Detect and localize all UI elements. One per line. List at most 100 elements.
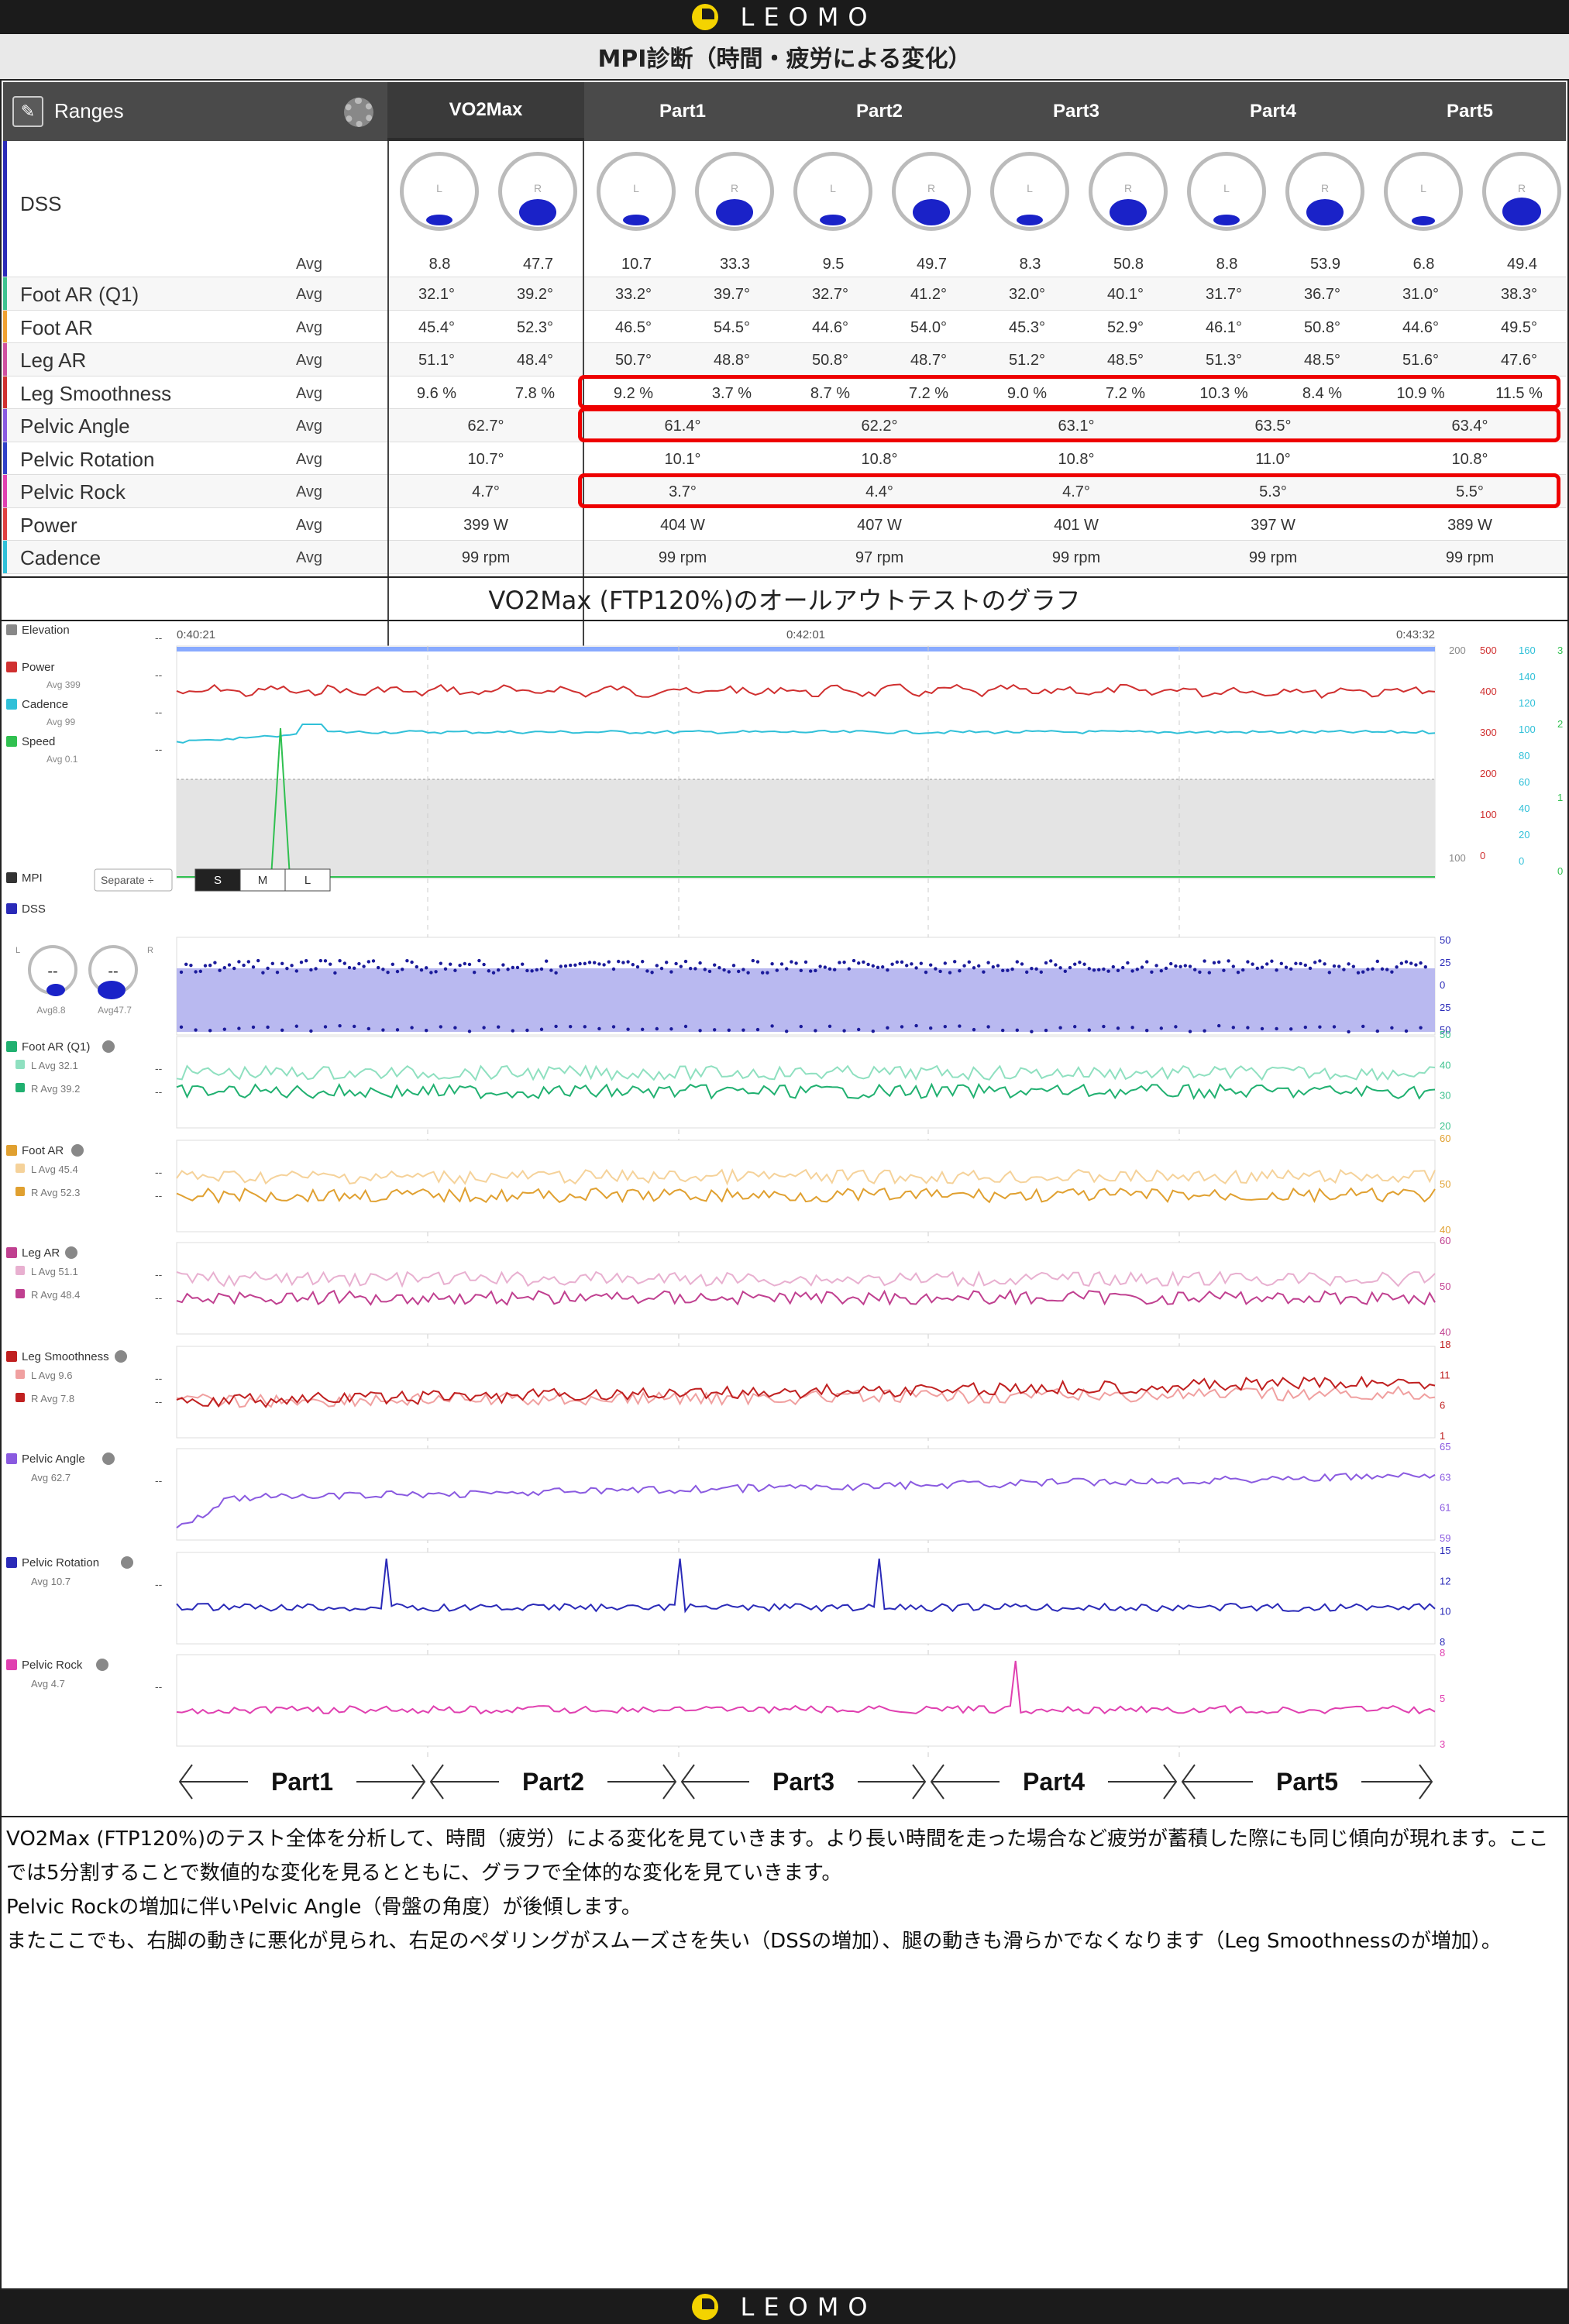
dss-point <box>405 959 409 963</box>
gear-icon[interactable] <box>344 98 373 127</box>
dss-point <box>1289 967 1293 971</box>
series-dash: -- <box>155 1268 163 1281</box>
dss-point <box>1419 1026 1423 1030</box>
dss-point <box>958 969 962 973</box>
dss-point <box>746 971 750 975</box>
dss-point <box>573 963 577 967</box>
column-header-part3[interactable]: Part3 <box>1052 101 1100 122</box>
dss-point <box>395 969 400 974</box>
cell-value: 45.3° <box>1009 318 1045 336</box>
column-header-part1[interactable]: Part1 <box>659 101 707 122</box>
dss-point <box>962 964 966 968</box>
cell-value: 397 W <box>1251 516 1295 534</box>
dss-point <box>1174 1025 1178 1029</box>
cell-value: 63.1° <box>1058 418 1095 435</box>
cell-value: 5.5° <box>1456 483 1484 500</box>
dss-point <box>587 961 592 964</box>
dss-band <box>177 968 1435 1032</box>
cell-value: 41.2° <box>910 286 947 303</box>
cell-value: 51.1° <box>418 352 455 369</box>
dss-point <box>1154 964 1158 968</box>
series-avg-label: R Avg 39.2 <box>31 1083 80 1095</box>
page-title: MPI診断（時間・疲労による変化） <box>0 34 1569 81</box>
dial-side-label: R <box>1517 182 1526 194</box>
dss-point <box>900 960 904 964</box>
dss-point <box>818 964 822 968</box>
legend-checkbox <box>6 736 17 747</box>
dss-indicator <box>1017 215 1043 225</box>
cell-value: 3.7 % <box>711 384 752 402</box>
dss-dial: L <box>793 152 872 231</box>
highlight-box <box>578 374 1560 409</box>
dss-point <box>655 1026 659 1031</box>
cell-value: 36.7° <box>1304 286 1340 303</box>
row-label: Power <box>20 513 77 537</box>
dss-point <box>631 963 635 967</box>
column-header-part2[interactable]: Part2 <box>855 101 903 122</box>
cell-value: 62.2° <box>861 418 898 435</box>
graph-title: VO2Max (FTP120%)のオールアウトテストのグラフ <box>488 586 1081 615</box>
dss-point <box>1020 962 1024 966</box>
column-header-part5[interactable]: Part5 <box>1446 101 1494 122</box>
elev-axis-label: 100 <box>1449 852 1466 864</box>
size-button-s[interactable] <box>194 868 241 892</box>
series-dash: -- <box>155 1189 163 1202</box>
legend-label: Speed <box>22 735 55 748</box>
dss-point <box>1116 968 1120 972</box>
cell-value: 10.1° <box>664 450 701 468</box>
dss-point <box>611 1025 616 1029</box>
separate-select[interactable] <box>94 868 173 892</box>
dss-point <box>353 966 356 970</box>
dss-point <box>794 961 798 965</box>
panel-frame <box>176 1654 1436 1747</box>
dss-point <box>491 971 496 975</box>
dss-point <box>1063 969 1068 973</box>
series-checkbox <box>15 1187 25 1196</box>
dss-point <box>554 971 558 975</box>
dss-dial: R <box>695 152 774 231</box>
dss-point <box>679 964 683 968</box>
dss-point <box>410 1026 414 1030</box>
help-icon <box>121 1556 133 1569</box>
dss-point <box>1188 964 1192 968</box>
dss-value: 50.8 <box>1113 256 1144 273</box>
dss-point <box>1025 970 1029 975</box>
dss-point <box>938 969 942 974</box>
dss-point <box>1361 970 1365 974</box>
pin-icon[interactable]: ✎ <box>12 96 43 127</box>
row-label: Foot AR <box>20 315 93 339</box>
dss-point <box>659 966 664 971</box>
dss-point <box>251 965 256 969</box>
graph-svg: 0:40:21 0:42:01 0:43:32 Elevation -- Power Avg… <box>6 624 1563 1800</box>
dss-point <box>626 1027 630 1031</box>
size-button-l[interactable] <box>284 868 331 892</box>
dss-point <box>353 1024 356 1029</box>
dss-point <box>683 1024 688 1029</box>
leomo-logo-icon <box>692 2294 719 2320</box>
column-header-vo2max[interactable]: VO2Max <box>387 82 584 141</box>
column-header-part4[interactable]: Part4 <box>1249 101 1297 122</box>
ranges-label[interactable]: Ranges <box>54 99 124 122</box>
cell-value: 407 W <box>857 516 902 534</box>
legend-checkbox <box>6 624 17 635</box>
cell-value: 99 rpm <box>1445 549 1495 566</box>
dss-point <box>1164 966 1168 971</box>
panel-axis-label: 10 <box>1440 1606 1450 1618</box>
dss-point <box>1260 1026 1264 1031</box>
dss-point <box>607 960 611 964</box>
dss-point <box>1246 1026 1250 1030</box>
dial-side-label: L <box>1420 182 1426 194</box>
dss-point <box>1371 967 1375 971</box>
dss-point <box>251 1025 256 1030</box>
legend-label: Elevation <box>22 624 70 637</box>
dss-point <box>261 971 265 975</box>
cell-value: 7.8 % <box>514 384 556 402</box>
dss-point <box>1241 968 1245 972</box>
elevation-area <box>177 779 1435 878</box>
divider <box>0 620 1569 621</box>
table-row: Foot AR Avg 45.4° 52.3° 46.5° 54.5° 44.6° 54.0°… <box>3 310 1566 343</box>
dss-point <box>246 960 250 964</box>
series-line <box>176 1385 1436 1408</box>
cadence-axis-label: 60 <box>1519 776 1529 788</box>
brand-name: LEOMO <box>740 2292 877 2322</box>
